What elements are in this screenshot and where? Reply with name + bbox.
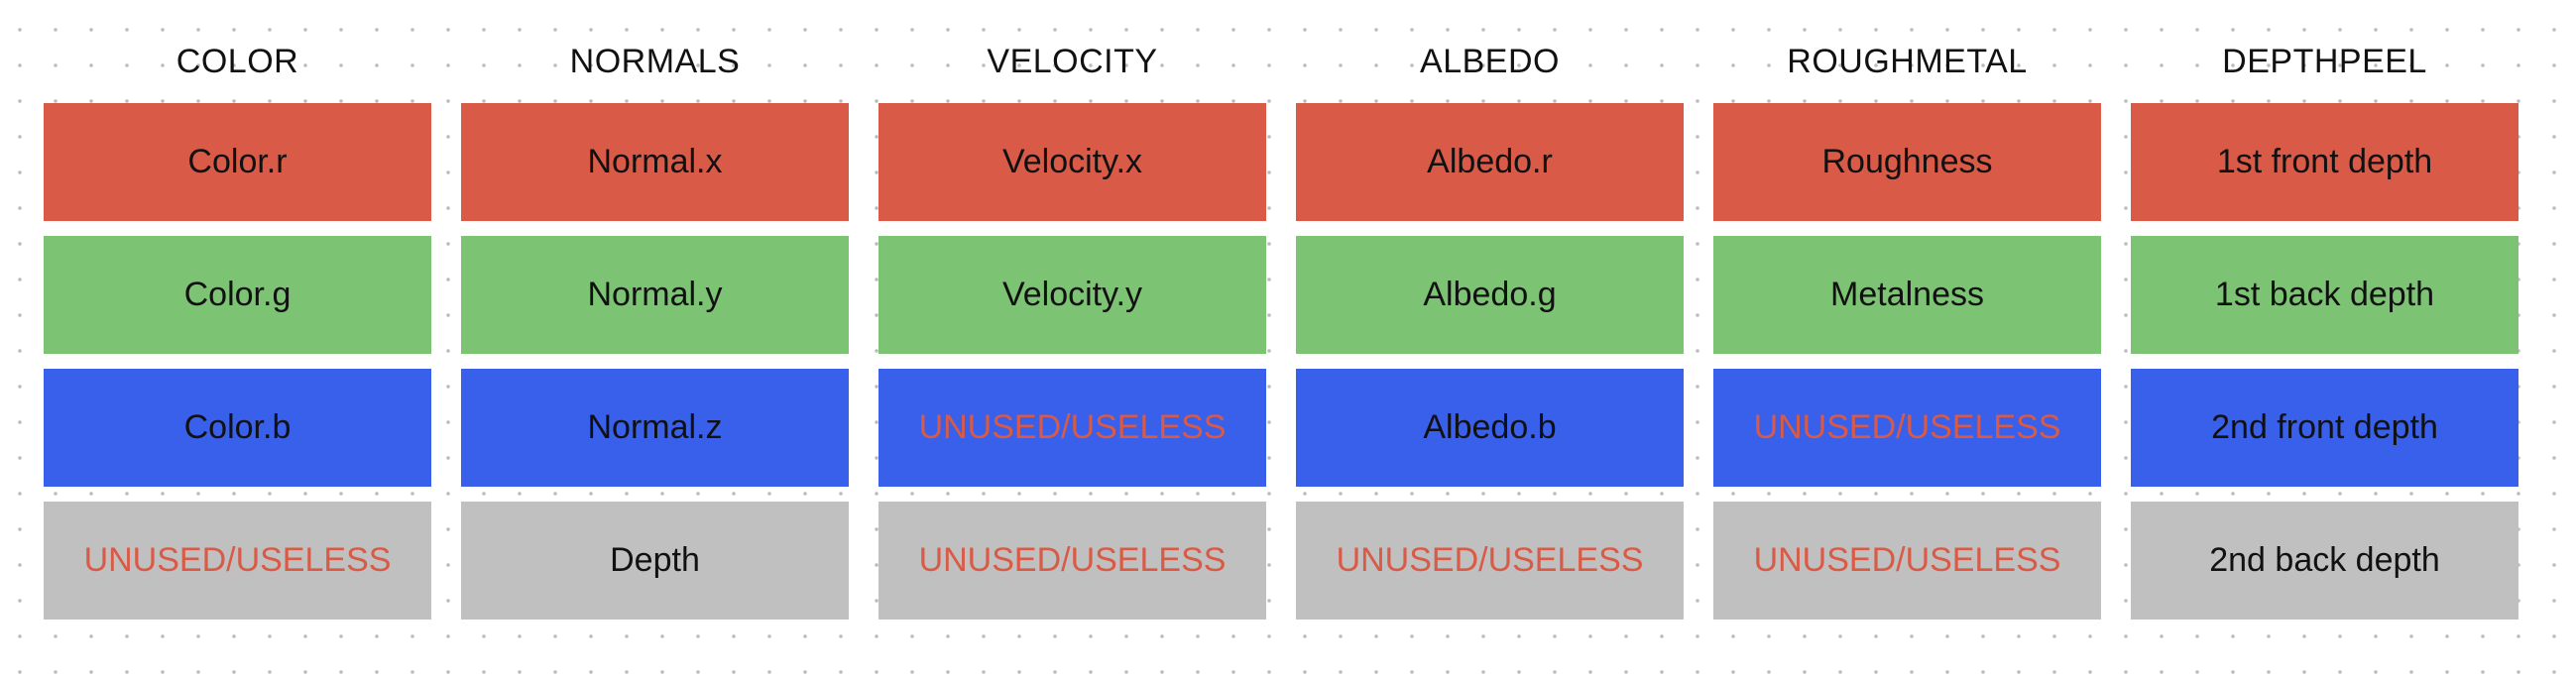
channel-label: UNUSED/USELESS <box>1753 408 2061 446</box>
column-velocity: VELOCITY Velocity.x Velocity.y UNUSED/US… <box>878 32 1266 620</box>
channel-b: Albedo.b <box>1296 369 1684 487</box>
channel-r: Roughness <box>1713 103 2101 221</box>
channel-label: 1st front depth <box>2216 143 2433 180</box>
channel-g: Normal.y <box>461 236 849 354</box>
channel-label: Velocity.y <box>1001 276 1143 313</box>
channel-label: Normal.x <box>587 143 723 180</box>
column-header: NORMALS <box>569 42 741 80</box>
channel-g: Metalness <box>1713 236 2101 354</box>
channel-g: 1st back depth <box>2131 236 2518 354</box>
channel-a: UNUSED/USELESS <box>878 502 1266 620</box>
column-color: COLOR Color.r Color.g Color.b UNUSED/USE… <box>44 32 431 620</box>
channel-a: UNUSED/USELESS <box>1296 502 1684 620</box>
channel-label: UNUSED/USELESS <box>83 541 392 579</box>
channel-label: UNUSED/USELESS <box>1753 541 2061 579</box>
column-header: DEPTHPEEL <box>2222 42 2427 80</box>
render-targets-diagram: COLOR Color.r Color.g Color.b UNUSED/USE… <box>44 32 2518 620</box>
channel-a: UNUSED/USELESS <box>44 502 431 620</box>
channel-label: Depth <box>610 541 700 579</box>
channel-a: UNUSED/USELESS <box>1713 502 2101 620</box>
channel-b: Normal.z <box>461 369 849 487</box>
column-header: VELOCITY <box>987 42 1158 80</box>
channel-r: Color.r <box>44 103 431 221</box>
channel-label: Velocity.x <box>1001 143 1143 180</box>
column-header: ALBEDO <box>1420 42 1560 80</box>
channel-label: Color.g <box>183 276 292 313</box>
column-header: ROUGHMETAL <box>1787 42 2028 80</box>
channel-b: 2nd front depth <box>2131 369 2518 487</box>
channel-label: 1st back depth <box>2214 276 2435 313</box>
channel-label: Albedo.r <box>1427 143 1553 180</box>
channel-b: Color.b <box>44 369 431 487</box>
column-roughmetal: ROUGHMETAL Roughness Metalness UNUSED/US… <box>1713 32 2101 620</box>
channel-label: UNUSED/USELESS <box>918 408 1227 446</box>
channel-a: 2nd back depth <box>2131 502 2518 620</box>
channel-r: Normal.x <box>461 103 849 221</box>
channel-r: 1st front depth <box>2131 103 2518 221</box>
column-depthpeel: DEPTHPEEL 1st front depth 1st back depth… <box>2131 32 2518 620</box>
channel-g: Velocity.y <box>878 236 1266 354</box>
channel-b: UNUSED/USELESS <box>878 369 1266 487</box>
channel-g: Color.g <box>44 236 431 354</box>
channel-label: Albedo.b <box>1423 408 1557 446</box>
channel-label: Roughness <box>1821 143 1993 180</box>
channel-label: Metalness <box>1830 276 1984 313</box>
channel-label: Normal.z <box>587 408 723 446</box>
column-normals: NORMALS Normal.x Normal.y Normal.z Depth <box>461 32 849 620</box>
column-albedo: ALBEDO Albedo.r Albedo.g Albedo.b UNUSED… <box>1296 32 1684 620</box>
channel-label: UNUSED/USELESS <box>1336 541 1644 579</box>
channel-label: Albedo.g <box>1423 276 1557 313</box>
channel-label: Color.r <box>187 143 288 180</box>
channel-r: Albedo.r <box>1296 103 1684 221</box>
channel-label: Normal.y <box>587 276 723 313</box>
channel-b: UNUSED/USELESS <box>1713 369 2101 487</box>
channel-label: 2nd front depth <box>2211 408 2438 446</box>
channel-label: 2nd back depth <box>2209 541 2440 579</box>
column-header: COLOR <box>176 42 299 80</box>
channel-a: Depth <box>461 502 849 620</box>
channel-r: Velocity.x <box>878 103 1266 221</box>
channel-label: Color.b <box>183 408 292 446</box>
channel-label: UNUSED/USELESS <box>918 541 1227 579</box>
channel-g: Albedo.g <box>1296 236 1684 354</box>
